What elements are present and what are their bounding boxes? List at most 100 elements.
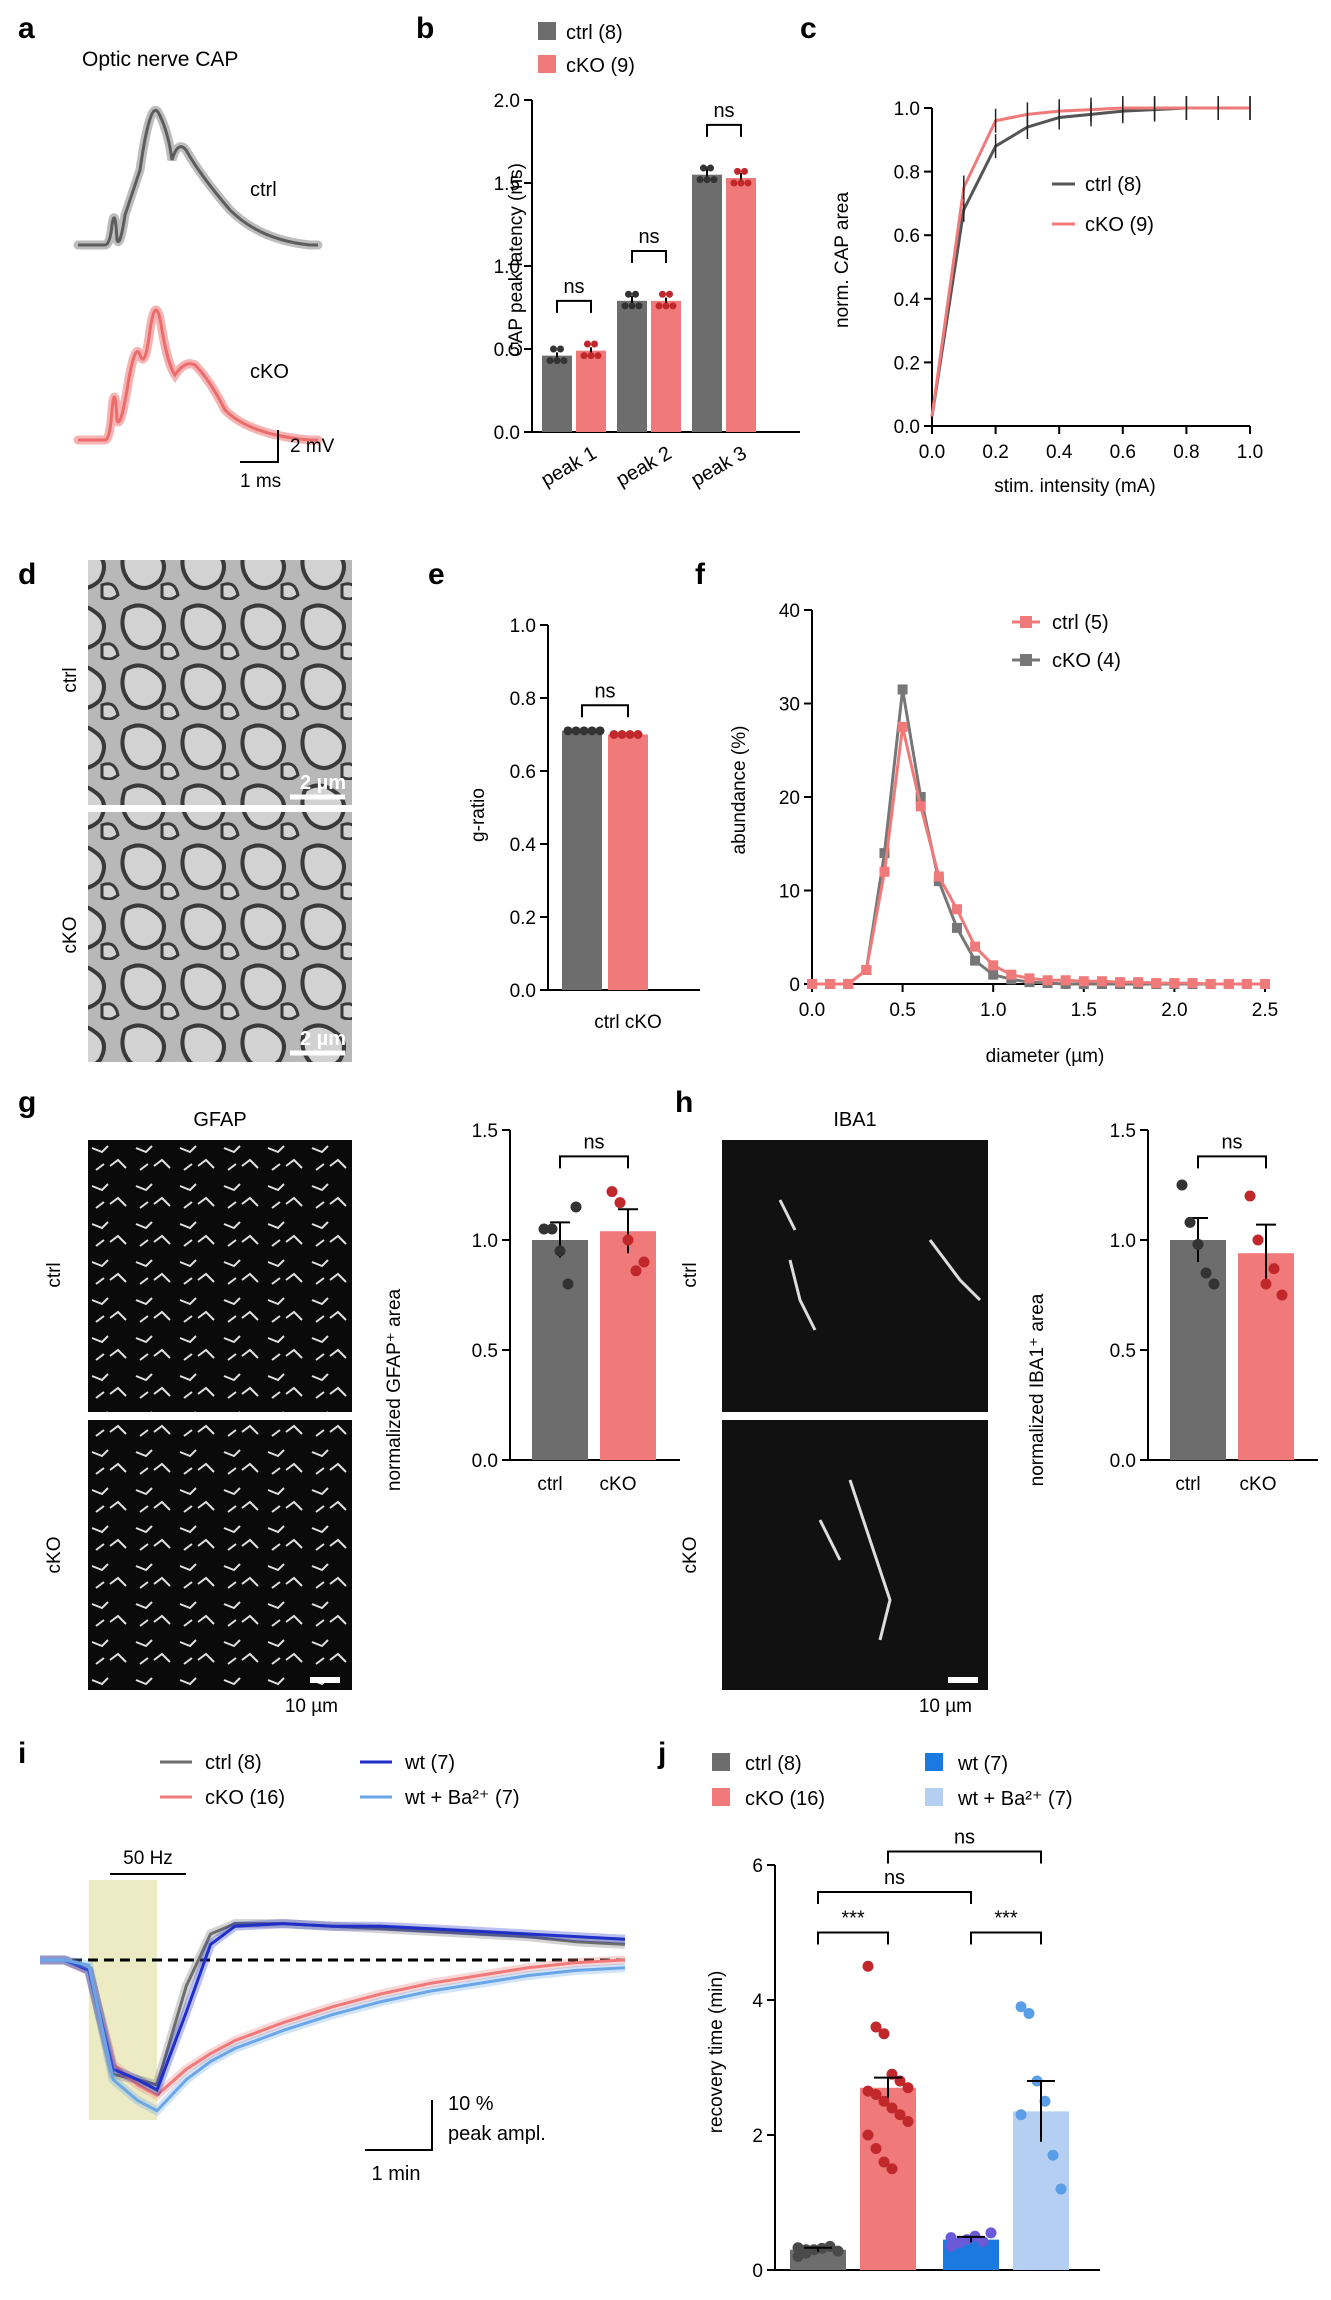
panel-i-scale-bar [365, 2100, 433, 2151]
panel-j-point [870, 2143, 882, 2154]
panel-j-point [985, 2227, 997, 2239]
panel-f-marker [1241, 979, 1252, 989]
iba1-image-cko [722, 1420, 988, 1690]
panel-e-letter: e [428, 558, 445, 591]
panel-c-y-tick-label: 0.2 [894, 353, 920, 374]
panel-g-y-tick-label: 1.5 [472, 1121, 498, 1142]
panel-g-letter: g [18, 1086, 36, 1119]
panel-h-sig-label: ns [1221, 1131, 1242, 1153]
panel-b-legend-cko-swatch [538, 55, 556, 73]
panel-f-marker [1133, 977, 1144, 988]
panel-b-point [635, 302, 643, 310]
panel-c-xlabel: stim. intensity (mA) [994, 476, 1156, 497]
panel-b-point [669, 302, 677, 310]
panel-e-axes: 0.0 0.2 0.4 0.6 0.8 1.0 ns [510, 616, 700, 1002]
panel-g-sig-bracket [559, 1155, 629, 1169]
panel-j-legend-cko-swatch [712, 1788, 730, 1806]
panel-h-y-tick-label: 1.0 [1110, 1231, 1136, 1252]
panel-e-y-tick-label: 0.2 [510, 908, 536, 929]
panel-f-marker [1042, 975, 1053, 986]
panel-f-marker [1187, 978, 1198, 989]
panel-j-point [878, 2156, 890, 2168]
panel-j-point [894, 2109, 906, 2121]
panel-c-legend-cko: cKO (9) [1085, 214, 1154, 236]
panel-e-point [609, 730, 619, 739]
panel-j-point [1047, 2149, 1059, 2161]
panel-f-x-tick-label: 0.5 [889, 1000, 915, 1021]
panel-g-xlabel-cko: cKO [600, 1474, 637, 1495]
panel-c-axes: 0.0 0.2 0.4 0.6 0.8 1.0 0.0 0.2 0.4 0.6 0.8 1.0 [894, 96, 1263, 463]
panel-f-marker [1060, 975, 1071, 986]
panel-j-sig-bracket [970, 1931, 1042, 1945]
panel-i-stim-label: 50 Hz [123, 1848, 173, 1869]
panel-f-x-tick-label: 1.5 [1071, 1000, 1097, 1021]
panel-b-point [628, 302, 636, 310]
panel-i-legend-ctrl: ctrl (8) [205, 1752, 262, 1774]
panel-j-y-tick-label: 4 [752, 1991, 763, 2012]
panel-b-point [625, 290, 632, 298]
panel-c-y-tick-label: 0.4 [894, 290, 921, 311]
panel-c-x-tick-label: 1.0 [1237, 442, 1263, 463]
panel-j-legend-wt-swatch [925, 1753, 943, 1771]
panel-b-y-tick-label: 0.0 [494, 423, 520, 444]
panel-i-letter: i [18, 1737, 26, 1770]
panel-d-scale-ctrl: 2 µm [300, 772, 346, 794]
panel-j-point [945, 2232, 957, 2244]
panel-b-point [662, 302, 670, 310]
panel-i-series-line [40, 1958, 626, 2113]
panel-h-scale: 10 µm [919, 1696, 972, 1717]
panel-e-point [595, 726, 605, 736]
panel-b-bar [692, 174, 722, 432]
panel-i-scale-y2: peak ampl. [448, 2123, 546, 2145]
panel-i-legend-wt: wt (7) [404, 1752, 455, 1774]
panel-b-x-tick-label: peak 2 [612, 442, 675, 491]
panel-i-legend-cko: cKO (16) [205, 1787, 285, 1809]
panel-e-xlabels: ctrl cKO [594, 1012, 662, 1033]
panel-c-series-line [930, 106, 1250, 417]
panel-f-marker [897, 684, 908, 695]
panel-h-title: IBA1 [833, 1109, 876, 1131]
cap-trace-ctrl-band [73, 105, 323, 250]
panel-g-scale: 10 µm [285, 1696, 338, 1717]
panel-b-point [737, 179, 745, 187]
panel-i-axes [40, 1880, 626, 2120]
panel-b-legend-ctrl: ctrl (8) [566, 22, 623, 44]
panel-g-point [554, 1245, 566, 1257]
panel-f-marker [879, 866, 890, 877]
panel-b-bar [576, 350, 606, 432]
panel-j-sig-bracket [817, 1891, 972, 1904]
panel-e-sig-label: ns [594, 680, 615, 702]
panel-e-ylabel: g-ratio [468, 788, 489, 842]
panel-f-marker [915, 792, 926, 802]
panel-b-point [580, 352, 588, 360]
iba1-cells-ctrl [778, 1199, 982, 1331]
panel-j-y-tick-label: 6 [752, 1856, 763, 1877]
panel-j-ylabel: recovery time (min) [706, 1971, 727, 2134]
panel-e-point [563, 726, 573, 736]
panel-f-xlabel: diameter (µm) [986, 1046, 1105, 1067]
panel-g-y-tick-label: 0.0 [472, 1451, 498, 1472]
panel-b-point [557, 345, 564, 353]
panel-j-sig-label: *** [841, 1908, 865, 1930]
em-texture-cko [88, 812, 352, 1062]
panel-c-y-tick-label: 0.8 [894, 163, 920, 184]
panel-g-point [562, 1278, 574, 1290]
panel-c-y-tick-label: 0.6 [894, 226, 920, 247]
panel-j-point [870, 2089, 882, 2100]
panel-b-point [591, 340, 598, 348]
panel-b-y-tick-label: 1.5 [494, 174, 520, 195]
panel-c-y-tick-label: 0.0 [894, 417, 920, 438]
panel-g-point [630, 1265, 642, 1277]
panel-a-letter: a [18, 12, 35, 45]
panel-g-point [606, 1186, 618, 1198]
iba1-cells-cko [818, 1479, 892, 1641]
panel-h-point [1244, 1190, 1256, 1202]
panel-f-marker [1223, 979, 1234, 989]
panel-f-ylabel: abundance (%) [729, 726, 750, 855]
panel-h-point [1252, 1234, 1264, 1246]
panel-h-ylabel: normalized IBA1⁺ area [1027, 1293, 1048, 1486]
panel-f-marker [807, 979, 817, 989]
panel-e-sig-bracket [581, 704, 629, 718]
panel-a-scale-t: 1 ms [240, 471, 281, 492]
